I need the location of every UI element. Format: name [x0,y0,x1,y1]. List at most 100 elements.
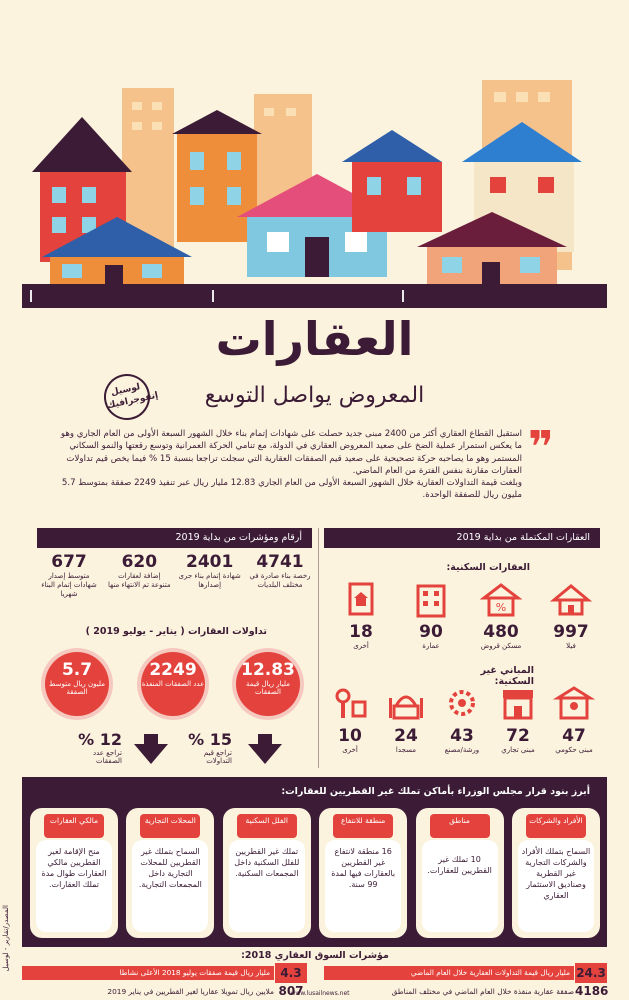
circle-stat: 12.83 مليار ريال قيمة الصفقات [236,652,300,716]
down-arrow-icon [134,734,168,764]
market-value: 807 [278,984,304,998]
nonres-value: 72 [506,726,530,746]
down-arrow-icon [248,734,282,764]
residential-item: 18 أخرى [332,580,390,651]
card-text: منح الإقامة لغير القطريين مالكي العقارات… [41,847,107,889]
residential-value: 90 [419,622,443,642]
building-icon [416,584,446,618]
other-document-icon [348,582,374,616]
residential-item: 90 عمارة [402,580,460,651]
market-label: صفقة عقارية منفذة خلال العام الماضي في م… [391,987,574,996]
stat-value: 620 [121,552,158,572]
market-title: مؤشرات السوق العقاري 2018: [241,950,389,961]
change-stat: 12 % تراجع عدد الصفقات [72,730,122,765]
residential-item: % 480 مسكن قروض [472,580,530,651]
website-link[interactable]: www.lusailnews.net [290,990,350,997]
intro-text: استقبل القطاع العقاري أكثر من 2400 مبنى … [60,428,522,502]
market-bar: مليار ريال قيمة التداولات العقارية خلال … [324,966,574,980]
card-text: تملك غير القطريين للفلل السكنية داخل الم… [234,847,300,878]
market-label: مليار ريال قيمة التداولات العقارية خلال … [410,968,570,977]
change-label: تراجع عدد الصفقات [92,749,122,765]
nonres-value: 10 [338,726,362,746]
nonres-item: 43 ورشة/مصنع [436,684,488,755]
stat-label: إضافة لعقارات متنوعة تم الانتهاء منها [107,572,171,589]
residential-label: فيلا [566,642,576,650]
decision-card: المحلات التجارية السماح بتملك غير القطري… [126,808,215,938]
lusail-stamp: لوسيل إنفوجرافيك [99,369,159,425]
quote-icon: ❞ [528,422,554,473]
factory-gear-icon [449,690,475,716]
residential-label: عمارة [422,642,440,650]
card-head: المحلات التجارية [140,814,201,838]
market-value: 4186 [575,984,609,998]
stat-value: 677 [51,552,87,572]
residential-title: العقارات السكنية: [446,562,530,573]
card-head: الأفراد والشركات [525,814,586,838]
circle-stat: 5.7 مليون ريال متوسط الصفقة [45,652,109,716]
keys-icon [335,688,367,718]
residential-item: 997 فيلا [542,580,600,651]
nonres-item: 24 مسجدا [380,684,432,755]
card-head: منطقة للانتفاع [333,814,394,838]
source-text: المصدر/تقارير - لوسيل [2,905,10,972]
page-title: العقارات [215,312,414,366]
nonres-label: أخرى [342,746,358,754]
stat-item: 677 متوسط إصدار شهادات إتمام البناء شهري… [37,552,101,622]
circle-stat: 2249 عدد الصفقات المنفذة [141,652,205,716]
card-head: مالكي العقارات [44,814,104,838]
decision-card: مناطق 10 تملك غير القطريين للعقارات. [415,808,504,938]
nonres-value: 47 [562,726,586,746]
residential-row: 997 فيلا % 480 مسكن قروض 90 عمارة 18 أخر… [332,580,600,651]
right-panel-title: العقارات المكتملة من بداية 2019 [456,532,590,543]
change-stat: 15 % تراجع قيم التداولات [182,730,232,765]
circle-value: 2249 [149,660,197,680]
market-value: 4.3 [275,963,307,983]
card-text: 16 منطقة لانتفاع غير القطريين بالعقارات … [331,847,396,889]
page-subtitle: المعروض يواصل التوسع [204,383,425,408]
source-note: المصدر/تقارير - لوسيل [2,905,16,985]
nonres-label: ورشة/مصنع [444,746,480,754]
decision-card: مالكي العقارات منح الإقامة لغير القطريين… [30,808,118,938]
residential-value: 997 [553,622,589,642]
svg-text:%: % [496,601,506,614]
nonres-title: المباني غير السكنية: [480,665,534,687]
right-panel-header: العقارات المكتملة من بداية 2019 [324,528,600,548]
nonres-value: 24 [394,726,418,746]
residential-label: أخرى [353,642,369,650]
stat-value: 2401 [185,552,234,572]
residential-value: 480 [483,622,519,642]
card-text: السماح بتملك غير القطريين للمحلات التجار… [138,847,202,889]
intro-paragraph-2: وبلغت قيمة التداولات العقارية خلال الشهو… [61,478,522,501]
left-panel-title: أرقام ومؤشرات من بداية 2019 [175,532,302,543]
government-building-icon [552,686,596,720]
circle-label: عدد الصفقات المنفذة [141,680,205,688]
trading-title: تداولات العقارات ( يناير - يوليو 2019 ) [85,626,267,637]
loan-house-icon: % [479,583,523,617]
stat-item: 2401 شهادة إتمام بناء جرى إصدارها [178,552,242,622]
decisions-section [22,777,607,947]
market-label: ملايين ريال تمويلا عقاريا لغير القطريين … [107,987,274,996]
market-label: مليار ريال قيمة صفقات يوليو 2018 الأعلى … [119,968,271,977]
card-text: 10 تملك غير القطريين للعقارات. [427,855,492,875]
nonres-label: مسجدا [395,746,417,754]
decision-card: الأفراد والشركات السماح بتملك الأفراد وا… [511,808,600,938]
decision-card: منطقة للانتفاع 16 منطقة لانتفاع غير القط… [319,808,408,938]
circle-label: مليار ريال قيمة الصفقات [246,680,290,696]
stat-label: شهادة إتمام بناء جرى إصدارها [178,572,241,589]
stat-label: رخصة بناء صادرة في مختلف البلديات [249,572,311,589]
circle-label: مليون ريال متوسط الصفقة [49,680,105,696]
stat-value: 4741 [256,552,304,572]
circle-value: 12.83 [241,660,295,680]
change-value: 12 % [78,730,122,749]
card-text: السماح بتملك الأفراد والشركات التجارية غ… [521,847,591,900]
panel-divider [318,528,319,768]
card-head: الفلل السكنية [236,814,297,838]
houses-illustration [22,22,607,308]
intro-paragraph-1: استقبل القطاع العقاري أكثر من 2400 مبنى … [60,429,522,476]
stat-item: 620 إضافة لعقارات متنوعة تم الانتهاء منه… [107,552,171,622]
nonres-label: مبنى تجاري [501,746,535,754]
change-label: تراجع قيم التداولات [203,749,232,765]
residential-label: مسكن قروض [480,642,522,650]
residential-value: 18 [349,622,373,642]
nonres-row: 47 مبنى حكومي 72 مبنى تجاري 43 ورشة/مصنع… [324,684,600,755]
